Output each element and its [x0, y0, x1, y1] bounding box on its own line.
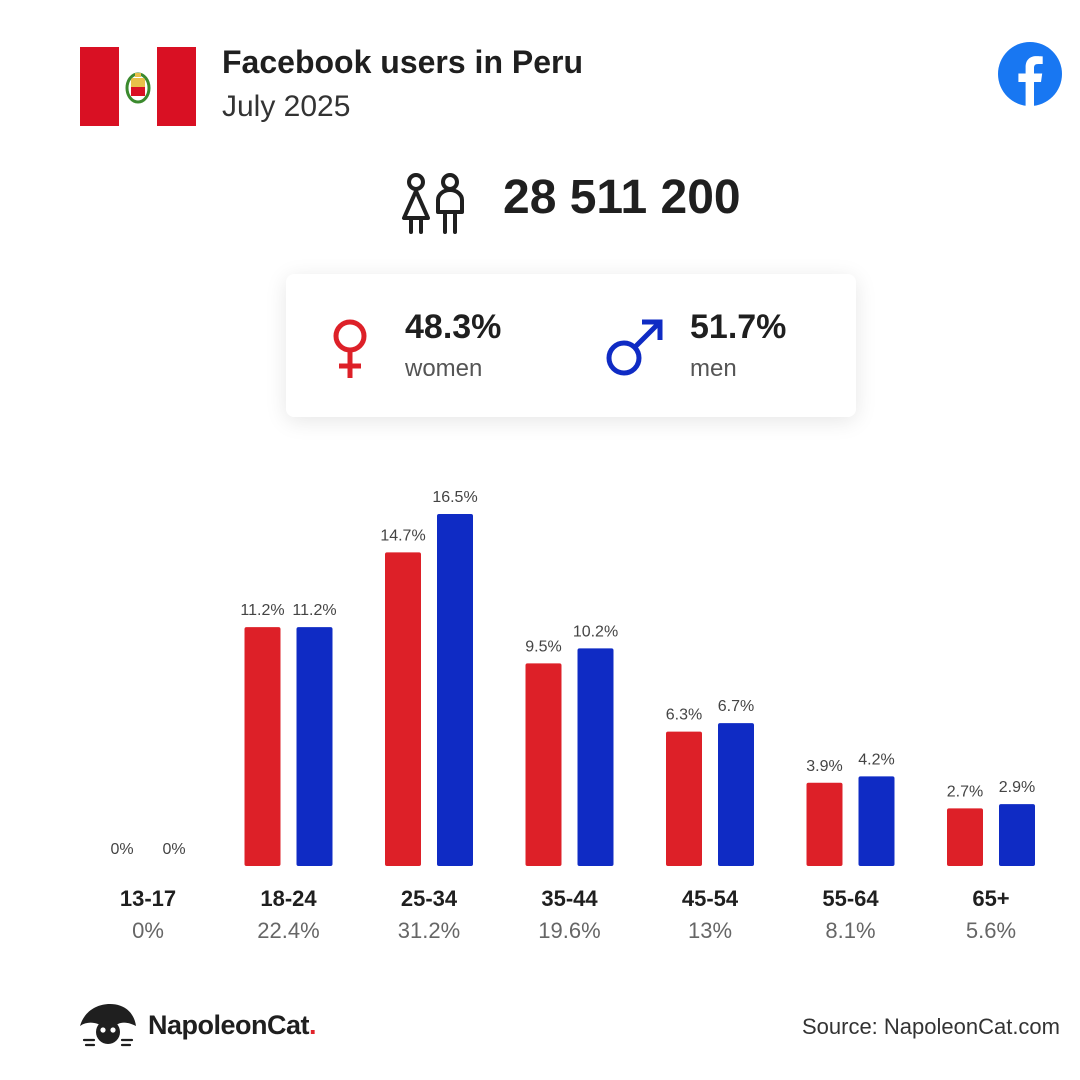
men-value-label: 6.7%	[718, 698, 754, 715]
men-value-label: 2.9%	[999, 779, 1035, 796]
napoleoncat-wordmark: NapoleonCat.	[148, 1010, 317, 1040]
category-label: 45-54	[682, 886, 739, 911]
category-total-label: 13%	[688, 918, 732, 943]
women-value-label: 11.2%	[240, 602, 284, 619]
women-percent: 48.3%	[405, 308, 502, 346]
women-value-label: 6.3%	[666, 707, 702, 724]
women-bar-55-64	[806, 782, 843, 866]
category-label: 13-17	[120, 886, 176, 911]
women-value-label: 0%	[110, 841, 133, 858]
men-value-label: 16.5%	[432, 489, 477, 506]
female-symbol-icon	[333, 319, 367, 378]
category-label: 25-34	[401, 886, 458, 911]
category-label: 65+	[972, 886, 1009, 911]
men-bar-18-24	[296, 627, 333, 866]
category-total-label: 5.6%	[966, 918, 1016, 943]
men-value-label: 10.2%	[573, 623, 618, 640]
category-label: 35-44	[541, 886, 598, 911]
women-value-label: 2.7%	[947, 783, 983, 800]
category-total-label: 31.2%	[398, 918, 460, 943]
total-users-value: 28 511 200	[503, 171, 741, 224]
women-value-label: 9.5%	[525, 638, 561, 655]
age-gender-bar-chart: 0% 0% 13-17 0% 11.2% 11.2% 18-24 22.4% 14.7% 16.5…	[110, 489, 1035, 943]
men-value-label: 0%	[162, 841, 185, 858]
women-bar-65+	[947, 808, 983, 866]
women-bar-35-44	[525, 663, 562, 866]
category-label: 18-24	[260, 886, 317, 911]
men-value-label: 11.2%	[292, 602, 336, 619]
men-label: men	[690, 355, 737, 382]
men-value-label: 4.2%	[858, 751, 894, 768]
men-bar-25-34	[437, 514, 473, 866]
category-total-label: 8.1%	[825, 918, 875, 943]
peru-flag-icon	[80, 47, 196, 126]
page-subtitle: July 2025	[222, 90, 351, 123]
women-value-label: 14.7%	[380, 527, 425, 544]
category-label: 55-64	[822, 886, 879, 911]
women-bar-45-54	[666, 731, 702, 866]
category-total-label: 19.6%	[538, 918, 600, 943]
men-bar-45-54	[718, 723, 754, 866]
men-percent: 51.7%	[690, 308, 787, 346]
men-bar-35-44	[577, 648, 614, 866]
women-label: women	[405, 355, 483, 382]
users-icon	[402, 173, 464, 234]
page-title: Facebook users in Peru	[222, 44, 584, 80]
women-bar-18-24	[244, 627, 281, 866]
napoleoncat-logo-icon	[80, 1004, 136, 1047]
women-bar-25-34	[385, 552, 421, 866]
source-credit: Source: NapoleonCat.com	[801, 1014, 1060, 1039]
women-value-label: 3.9%	[806, 758, 842, 775]
gender-breakdown-card: 48.3% women 51.7% men	[286, 274, 856, 417]
category-total-label: 22.4%	[257, 918, 319, 943]
category-total-label: 0%	[132, 918, 164, 943]
facebook-logo-icon	[998, 42, 1062, 106]
men-bar-65+	[999, 804, 1035, 866]
men-bar-55-64	[858, 776, 895, 866]
male-symbol-icon	[606, 319, 663, 376]
